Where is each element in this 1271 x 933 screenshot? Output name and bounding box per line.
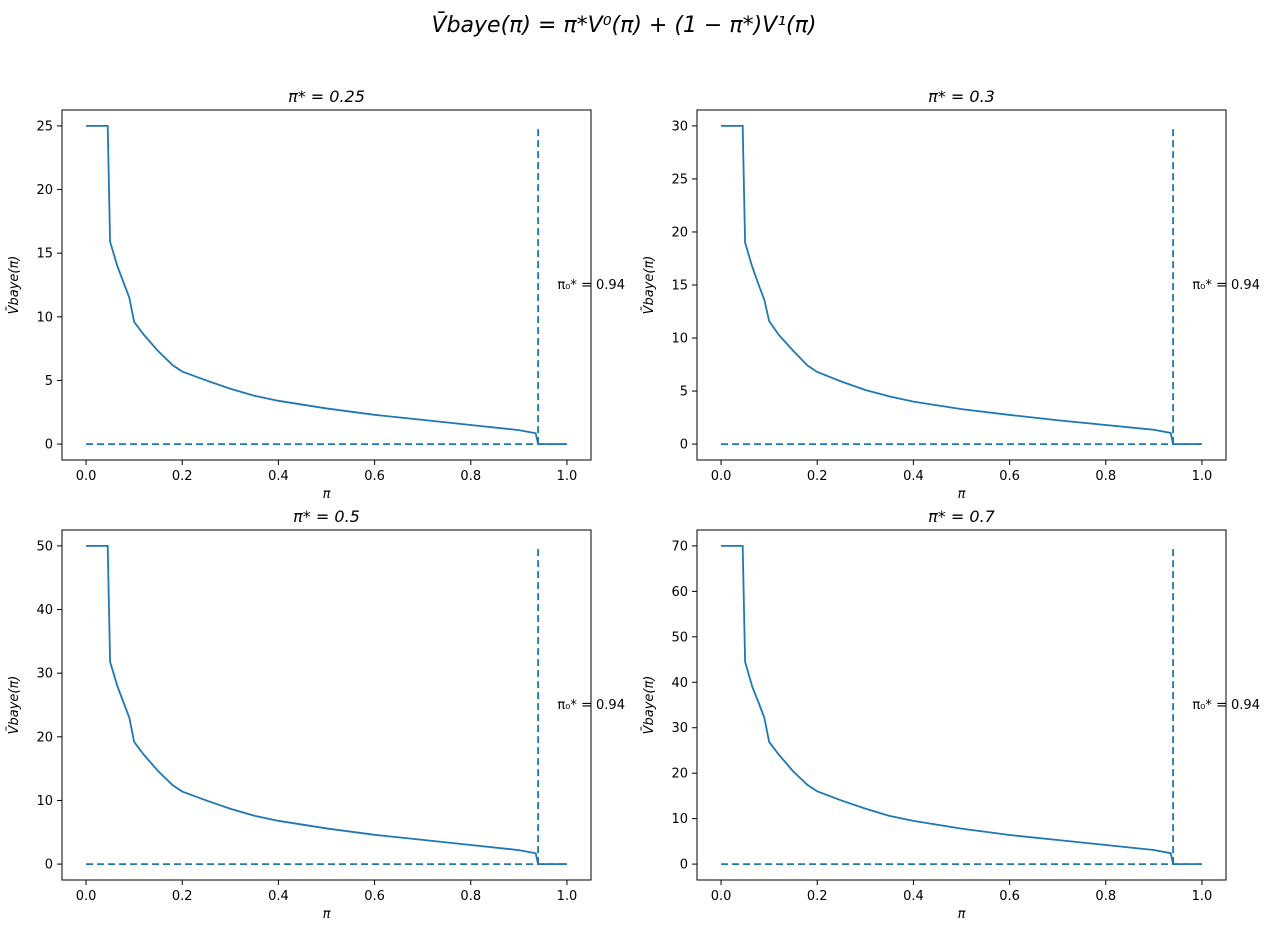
subplot-3: π* = 0.5 0.0 0.2 0.4 0.6 0.8 1.0 0 10 20 30 40 50 π V̄… — [7, 507, 625, 922]
axes-frame — [696, 109, 1227, 461]
axes-frame — [696, 529, 1227, 881]
x-tick-label: 0.0 — [711, 889, 732, 904]
x-tick-label: 1.0 — [1192, 469, 1213, 484]
y-tick-label: 50 — [36, 539, 53, 554]
y-tick-label: 40 — [671, 676, 688, 691]
y-tick-label: 15 — [36, 247, 53, 262]
value-curve-line — [721, 125, 1202, 445]
x-tick-label: 0.4 — [903, 469, 924, 484]
x-tick-label: 0.2 — [807, 889, 828, 904]
value-curve-line — [86, 125, 567, 445]
y-tick-label: 30 — [671, 721, 688, 736]
y-tick-label: 15 — [671, 279, 688, 294]
y-tick-label: 10 — [671, 812, 688, 827]
y-tick-label: 20 — [36, 183, 53, 198]
x-axis-label: π — [323, 907, 331, 922]
y-tick-label: 5 — [680, 385, 688, 400]
x-tick-label: 0.8 — [1095, 889, 1116, 904]
subplot-title: π* = 0.7 — [928, 507, 995, 526]
axes-frame — [61, 529, 592, 881]
x-tick-label: 1.0 — [557, 889, 578, 904]
x-tick-label: 0.0 — [76, 469, 97, 484]
y-tick-label: 20 — [671, 767, 688, 782]
y-tick-label: 70 — [671, 539, 688, 554]
x-tick-label: 0.2 — [172, 469, 193, 484]
x-tick-label: 0.2 — [807, 469, 828, 484]
x-tick-label: 0.4 — [268, 889, 289, 904]
y-tick-label: 0 — [45, 858, 53, 873]
y-axis-label: V̄baye(π) — [642, 256, 657, 315]
subplot-title: π* = 0.3 — [928, 87, 995, 106]
x-tick-label: 0.6 — [999, 469, 1020, 484]
threshold-annotation: π₀* = 0.94 — [557, 278, 625, 293]
x-tick-label: 0.4 — [903, 889, 924, 904]
subplot-grid: π* = 0.25 0.0 0.2 0.4 0.6 0.8 1.0 0 5 10 15 20 25 π V̄… — [7, 87, 1260, 922]
subplot-2: π* = 0.3 0.0 0.2 0.4 0.6 0.8 1.0 0 5 10 15 20 25 30 π V… — [642, 87, 1260, 502]
series-group — [86, 125, 567, 445]
y-tick-label: 30 — [36, 667, 53, 682]
y-tick-label: 20 — [36, 730, 53, 745]
x-tick-label: 0.6 — [364, 889, 385, 904]
y-tick-label: 0 — [45, 438, 53, 453]
series-group — [86, 545, 567, 865]
x-tick-label: 1.0 — [1192, 889, 1213, 904]
y-tick-label: 20 — [671, 225, 688, 240]
subplot-4: π* = 0.7 0.0 0.2 0.4 0.6 0.8 1.0 0 10 20 30 40 50 60 7… — [642, 507, 1260, 922]
x-tick-label: 0.6 — [999, 889, 1020, 904]
axes-frame — [61, 109, 592, 461]
x-tick-label: 0.0 — [711, 469, 732, 484]
x-tick-label: 0.8 — [1095, 469, 1116, 484]
threshold-annotation: π₀* = 0.94 — [1192, 278, 1260, 293]
value-curve-line — [86, 545, 567, 865]
threshold-annotation: π₀* = 0.94 — [557, 698, 625, 713]
x-tick-label: 0.6 — [364, 469, 385, 484]
y-tick-label: 25 — [671, 172, 688, 187]
figure-suptitle: V̄baye(π) = π*V⁰(π) + (1 − π*)V¹(π) — [432, 12, 817, 38]
x-tick-label: 0.0 — [76, 889, 97, 904]
y-tick-label: 0 — [680, 858, 688, 873]
y-tick-label: 60 — [671, 585, 688, 600]
y-axis-label: V̄baye(π) — [642, 676, 657, 735]
y-tick-label: 5 — [45, 374, 53, 389]
y-tick-label: 30 — [671, 119, 688, 134]
subplot-title: π* = 0.25 — [288, 87, 365, 106]
y-tick-label: 10 — [671, 332, 688, 347]
x-tick-label: 0.4 — [268, 469, 289, 484]
y-tick-label: 25 — [36, 119, 53, 134]
y-tick-label: 40 — [36, 603, 53, 618]
y-axis-label: V̄baye(π) — [7, 256, 22, 315]
y-tick-label: 10 — [36, 794, 53, 809]
y-axis-label: V̄baye(π) — [7, 676, 22, 735]
x-tick-label: 1.0 — [557, 469, 578, 484]
x-axis-label: π — [958, 487, 966, 502]
series-group — [721, 545, 1202, 865]
subplot-title: π* = 0.5 — [293, 507, 360, 526]
subplot-1: π* = 0.25 0.0 0.2 0.4 0.6 0.8 1.0 0 5 10 15 20 25 π V̄… — [7, 87, 625, 502]
value-curve-line — [721, 545, 1202, 865]
series-group — [721, 125, 1202, 445]
x-axis-label: π — [323, 487, 331, 502]
y-tick-label: 50 — [671, 630, 688, 645]
x-tick-label: 0.8 — [460, 469, 481, 484]
x-tick-label: 0.2 — [172, 889, 193, 904]
x-tick-label: 0.8 — [460, 889, 481, 904]
y-tick-label: 10 — [36, 310, 53, 325]
threshold-annotation: π₀* = 0.94 — [1192, 698, 1260, 713]
y-tick-label: 0 — [680, 438, 688, 453]
x-axis-label: π — [958, 907, 966, 922]
